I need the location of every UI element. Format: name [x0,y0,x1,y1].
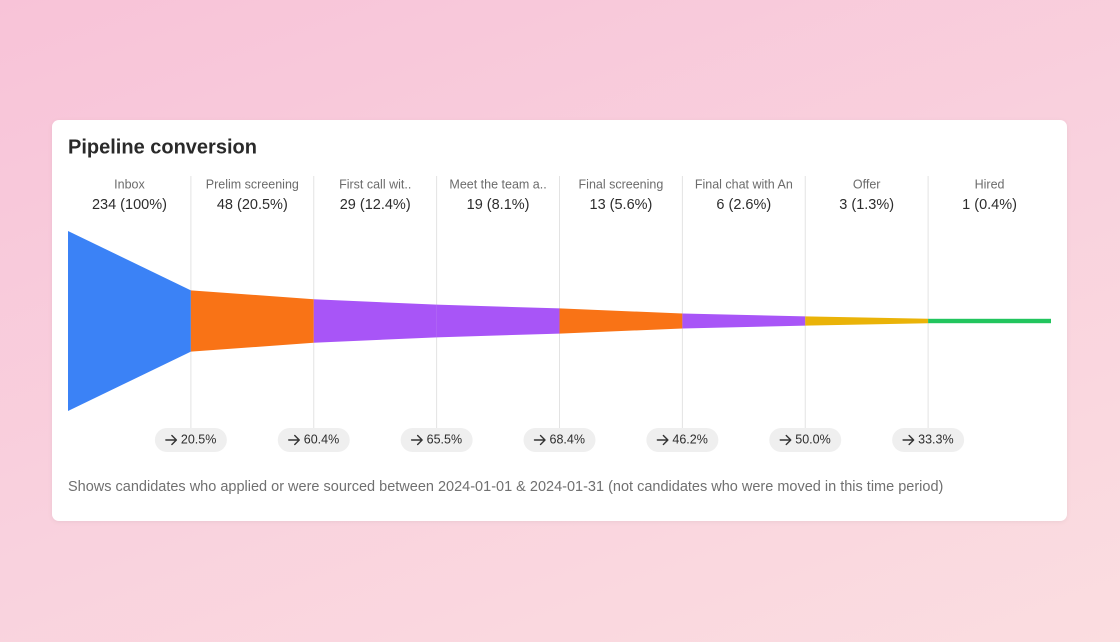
stage-count: 19 (8.1%) [467,197,530,213]
stage-label: Offer [853,177,881,191]
pill-background [400,428,473,452]
conversion-pill: 68.4% [523,428,596,452]
pill-background [277,428,350,452]
conversion-pill: 20.5% [154,428,227,452]
conversion-label: 33.3% [918,432,953,446]
arrow-icon [656,434,669,446]
conversion-label: 68.4% [550,432,585,446]
funnel-segment [682,313,806,329]
funnel-segment [805,316,929,326]
stage-label: Meet the team a.. [449,177,546,191]
arrow-icon [533,434,546,446]
funnel-segment [436,304,560,338]
arrow-icon [902,434,915,446]
stage-count: 13 (5.6%) [590,197,653,213]
stage-label: Hired [975,177,1005,191]
footnote: Shows candidates who applied or were sou… [68,479,943,495]
conversion-pill: 65.5% [400,428,473,452]
funnel-segment [928,318,1051,324]
pill-background [892,428,965,452]
conversion-pill: 33.3% [892,428,965,452]
pill-background [154,428,227,452]
conversion-label: 65.5% [427,432,462,446]
stage-label: Prelim screening [206,177,299,191]
arrow-icon [779,434,792,446]
pill-background [646,428,719,452]
conversion-label: 50.0% [795,432,830,446]
pill-background [769,428,842,452]
arrow-icon [410,434,423,446]
conversion-pill: 50.0% [769,428,842,452]
funnel: Inbox 234 (100%) Prelim screening 48 (20.5%… [68,176,1051,452]
stage-count: 3 (1.3%) [839,197,894,213]
funnel-segment [559,308,683,334]
stage-label: Final screening [579,177,664,191]
conversion-label: 46.2% [672,432,707,446]
conversion-label: 60.4% [304,432,339,446]
conversion-label: 20.5% [181,432,216,446]
arrow-icon [288,434,300,446]
stage-count: 29 (12.4%) [340,197,411,213]
chart-title: Pipeline conversion [68,136,257,158]
stage-count: 234 (100%) [92,197,167,213]
stage-label: First call wit.. [339,177,411,191]
pill-background [523,428,596,452]
stage-count: 1 (0.4%) [962,197,1017,213]
funnel-segment [68,231,191,411]
conversion-pill: 60.4% [277,428,350,452]
arrow-icon [165,434,178,446]
funnel-segment [190,290,314,352]
stage-count: 6 (2.6%) [716,197,771,213]
stage-label: Final chat with An [695,177,793,191]
stage-count: 48 (20.5%) [217,197,288,213]
stage-label: Inbox [114,177,145,191]
conversion-pill: 46.2% [646,428,719,452]
funnel-segment [313,299,437,343]
